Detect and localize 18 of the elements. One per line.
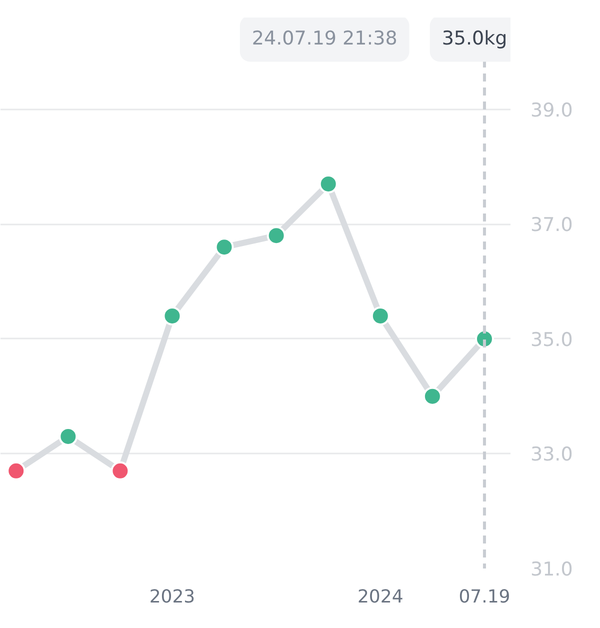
point [6, 461, 26, 480]
point [422, 386, 442, 406]
y-tick-label: 33.0 [530, 444, 573, 466]
point [58, 427, 78, 446]
y-tick-label: 39.0 [530, 99, 573, 122]
point [266, 226, 286, 246]
point [370, 306, 390, 326]
y-tick-label: 35.0 [530, 328, 573, 351]
point [214, 238, 234, 257]
x-tick-label: 2023 [149, 586, 196, 608]
x-tick-label: 2024 [357, 586, 404, 608]
point [162, 306, 182, 326]
x-tick-label: 07.19 [458, 586, 510, 608]
annotation: 24.07.19 21:38 [252, 28, 398, 50]
point [110, 461, 130, 480]
y-tick-label: 31.0 [530, 558, 573, 580]
annotation: 35.0kg [442, 28, 508, 50]
y-tick-label: 37.0 [530, 214, 573, 236]
